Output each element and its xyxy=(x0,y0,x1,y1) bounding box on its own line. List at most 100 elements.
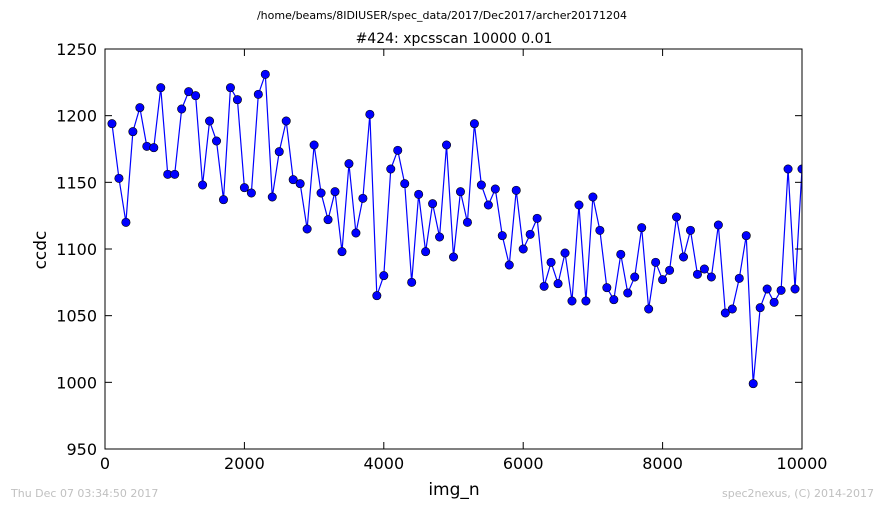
data-point xyxy=(274,147,284,157)
data-point xyxy=(358,193,368,203)
data-point xyxy=(518,244,528,254)
data-point xyxy=(455,187,465,197)
data-point xyxy=(462,217,472,227)
data-point xyxy=(295,179,305,189)
data-point xyxy=(602,283,612,293)
data-point xyxy=(156,83,166,93)
data-point xyxy=(316,188,326,198)
data-point xyxy=(302,224,312,234)
data-point xyxy=(588,192,598,202)
data-point xyxy=(379,271,389,281)
data-point xyxy=(421,247,431,257)
data-point xyxy=(706,272,716,282)
data-point xyxy=(699,264,709,274)
data-point xyxy=(170,169,180,179)
data-point xyxy=(741,231,751,241)
data-point xyxy=(121,217,131,227)
data-point xyxy=(553,279,563,289)
data-point xyxy=(720,308,730,318)
data-point xyxy=(184,87,194,97)
data-point xyxy=(114,173,124,183)
data-point xyxy=(400,179,410,189)
data-point xyxy=(497,231,507,241)
x-tick-label: 6000 xyxy=(503,454,544,473)
data-point xyxy=(769,297,779,307)
data-point xyxy=(595,225,605,235)
data-point xyxy=(783,164,793,174)
x-tick-label: 0 xyxy=(100,454,110,473)
data-point xyxy=(428,199,438,209)
data-point xyxy=(212,136,222,146)
data-point xyxy=(365,109,375,119)
data-point xyxy=(790,284,800,294)
data-point xyxy=(546,257,556,267)
data-point xyxy=(281,116,291,126)
data-point xyxy=(658,275,668,285)
y-tick-label: 1250 xyxy=(56,40,97,59)
data-point xyxy=(469,119,479,129)
data-point xyxy=(205,116,215,126)
data-point xyxy=(442,140,452,150)
data-point xyxy=(351,228,361,238)
data-point xyxy=(623,288,633,298)
data-point xyxy=(393,145,403,155)
y-tick-label: 1200 xyxy=(56,107,97,126)
data-point xyxy=(511,185,521,195)
data-point xyxy=(609,295,619,305)
data-point xyxy=(637,223,647,233)
data-point xyxy=(762,284,772,294)
data-point xyxy=(685,225,695,235)
footer-credit: spec2nexus, (C) 2014-2017 xyxy=(722,487,874,500)
series-line xyxy=(111,74,802,384)
chart-title: #424: xpcsscan 10000 0.01 xyxy=(356,31,553,47)
data-point xyxy=(755,303,765,313)
data-point xyxy=(135,103,145,113)
data-point xyxy=(128,127,138,137)
data-point xyxy=(107,119,117,129)
y-tick-label: 1050 xyxy=(56,307,97,326)
data-point xyxy=(504,260,514,270)
x-tick-label: 4000 xyxy=(363,454,404,473)
data-point xyxy=(267,192,277,202)
data-point xyxy=(539,281,549,291)
data-point xyxy=(198,180,208,190)
data-point xyxy=(581,296,591,306)
data-point xyxy=(692,269,702,279)
data-point xyxy=(748,379,758,389)
data-point xyxy=(532,213,542,223)
data-point xyxy=(727,304,737,314)
data-point xyxy=(448,252,458,262)
data-point xyxy=(713,220,723,230)
footer-timestamp: Thu Dec 07 03:34:50 2017 xyxy=(11,487,159,500)
data-point xyxy=(490,184,500,194)
data-point xyxy=(644,304,654,314)
data-point xyxy=(483,200,493,210)
data-point xyxy=(344,159,354,169)
x-tick-label: 2000 xyxy=(224,454,265,473)
data-point xyxy=(337,247,347,257)
y-tick-label: 950 xyxy=(66,440,97,459)
data-point xyxy=(225,83,235,93)
data-point xyxy=(630,272,640,282)
data-point xyxy=(476,180,486,190)
data-point xyxy=(330,187,340,197)
data-point xyxy=(407,277,417,287)
y-tick-label: 1150 xyxy=(56,173,97,192)
data-point xyxy=(734,273,744,283)
data-point xyxy=(149,143,159,153)
figure-suptitle: /home/beams/8IDIUSER/spec_data/2017/Dec2… xyxy=(256,9,628,22)
data-point xyxy=(665,265,675,275)
data-point xyxy=(309,140,319,150)
x-tick-label: 8000 xyxy=(642,454,683,473)
data-point xyxy=(260,69,270,79)
data-point xyxy=(386,164,396,174)
x-tick-label: 10000 xyxy=(777,454,828,473)
data-point xyxy=(560,248,570,258)
data-point xyxy=(776,285,786,295)
data-point xyxy=(414,189,424,199)
data-point xyxy=(177,104,187,114)
data-point xyxy=(218,195,228,205)
data-point xyxy=(679,252,689,262)
